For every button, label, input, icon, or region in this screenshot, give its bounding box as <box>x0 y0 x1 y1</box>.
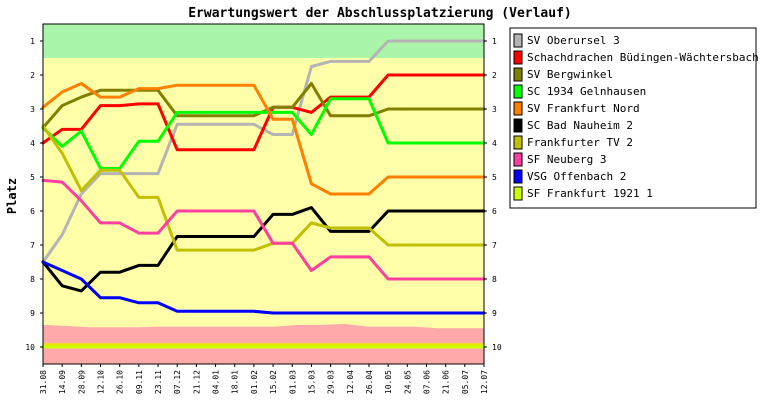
x-tick-label: 31.08 <box>39 370 48 394</box>
x-tick-label: 26.04 <box>365 370 374 394</box>
x-tick-label: 05.07 <box>461 370 470 394</box>
legend-label-9: VSG Offenbach 2 <box>527 170 626 183</box>
y-tick-label-left: 7 <box>30 241 35 250</box>
y-tick-label-right: 9 <box>492 309 497 318</box>
legend-swatch-1 <box>513 33 523 48</box>
y-tick-label-left: 2 <box>30 71 35 80</box>
x-tick-label: 07.12 <box>173 370 182 394</box>
legend-label-6: SC Bad Nauheim 2 <box>527 119 633 132</box>
y-tick-label-left: 10 <box>25 343 35 352</box>
series-lines <box>41 39 486 349</box>
y-tick-label-right: 2 <box>492 71 497 80</box>
legend-label-4: SC 1934 Gelnhausen <box>527 85 646 98</box>
x-tick-label: 23.11 <box>154 370 163 394</box>
y-tick-label-right: 7 <box>492 241 497 250</box>
y-tick-label-right: 6 <box>492 207 497 216</box>
y-tick-label-right: 1 <box>492 37 497 46</box>
y-tick-label-right: 8 <box>492 275 497 284</box>
series-line-7 <box>41 124 486 252</box>
legend-label-5: SV Frankfurt Nord <box>527 102 640 115</box>
x-tick-label: 15.03 <box>307 370 316 394</box>
x-tick-label: 21.12 <box>192 370 201 394</box>
legend-label-10: SF Frankfurt 1921 1 <box>527 187 653 200</box>
y-tick-label-left: 8 <box>30 275 35 284</box>
y-tick-label-right: 5 <box>492 173 497 182</box>
y-tick-label-right: 3 <box>492 105 497 114</box>
y-tick-label-left: 3 <box>30 105 35 114</box>
plot-frame <box>42 23 485 365</box>
x-tick-label: 28.09 <box>77 370 86 394</box>
legend-swatch-4 <box>513 84 523 99</box>
series-line-5 <box>41 82 486 196</box>
legend-swatch-3 <box>513 67 523 82</box>
y-ticks-right: 1 2 3 4 5 6 7 8 9 10 <box>484 37 502 352</box>
legend-swatch-7 <box>513 135 523 150</box>
x-tick-label: 21.06 <box>442 370 451 394</box>
legend-box <box>509 27 757 209</box>
x-tick-label: 01.02 <box>250 370 259 394</box>
legend-label-2: Schachdrachen Büdingen-Wächtersbach 1 <box>527 51 760 64</box>
legend-swatch-6 <box>513 118 523 133</box>
x-tick-label: 26.10 <box>116 370 125 394</box>
legend-label-1: SV Oberursel 3 <box>527 34 620 47</box>
y-axis-label: Platz <box>5 178 19 214</box>
legend-swatch-9 <box>513 169 523 184</box>
series-line-2 <box>41 73 486 152</box>
x-tick-label: 12.07 <box>480 370 489 394</box>
y-tick-label-left: 9 <box>30 309 35 318</box>
x-tick-label: 12.10 <box>97 370 106 394</box>
x-tick-label: 07.06 <box>422 370 431 394</box>
legend: SV Oberursel 3 Schachdrachen Büdingen-Wäc… <box>509 27 760 209</box>
x-tick-label: 09.11 <box>135 370 144 394</box>
x-tick-label: 12.04 <box>346 370 355 394</box>
x-tick-label: 24.05 <box>403 370 412 394</box>
legend-swatch-10 <box>513 186 523 201</box>
y-tick-label-right: 10 <box>492 343 502 352</box>
x-tick-label: 29.03 <box>327 370 336 394</box>
y-tick-label-left: 4 <box>30 139 35 148</box>
x-tick-label: 18.01 <box>231 370 240 394</box>
legend-label-7: Frankfurter TV 2 <box>527 136 633 149</box>
x-tick-label: 14.09 <box>58 370 67 394</box>
x-tick-label: 01.03 <box>288 370 297 394</box>
series-line-4 <box>41 97 486 170</box>
legend-swatch-2 <box>513 50 523 65</box>
y-tick-label-left: 6 <box>30 207 35 216</box>
legend-label-3: SV Bergwinkel <box>527 68 613 81</box>
x-tick-label: 10.05 <box>384 370 393 394</box>
zone-1 <box>43 58 484 330</box>
y-tick-label-left: 5 <box>30 173 35 182</box>
x-tick-label: 04.01 <box>212 370 221 394</box>
y-tick-label-left: 1 <box>30 37 35 46</box>
legend-swatch-5 <box>513 101 523 116</box>
x-ticks: 31.08 14.09 28.09 12.10 26.10 09.11 23.11 07.12… <box>39 364 489 394</box>
legend-swatch-8 <box>513 152 523 167</box>
legend-label-8: SF Neuberg 3 <box>527 153 606 166</box>
chart-title: Erwartungswert der Abschlussplatzierung … <box>188 6 572 21</box>
x-tick-label: 15.02 <box>269 370 278 394</box>
y-tick-label-right: 4 <box>492 139 497 148</box>
y-ticks-left: 1 2 3 4 5 6 7 8 9 10 <box>25 37 43 352</box>
series-line-8 <box>41 178 486 281</box>
series-line-9 <box>41 260 486 315</box>
